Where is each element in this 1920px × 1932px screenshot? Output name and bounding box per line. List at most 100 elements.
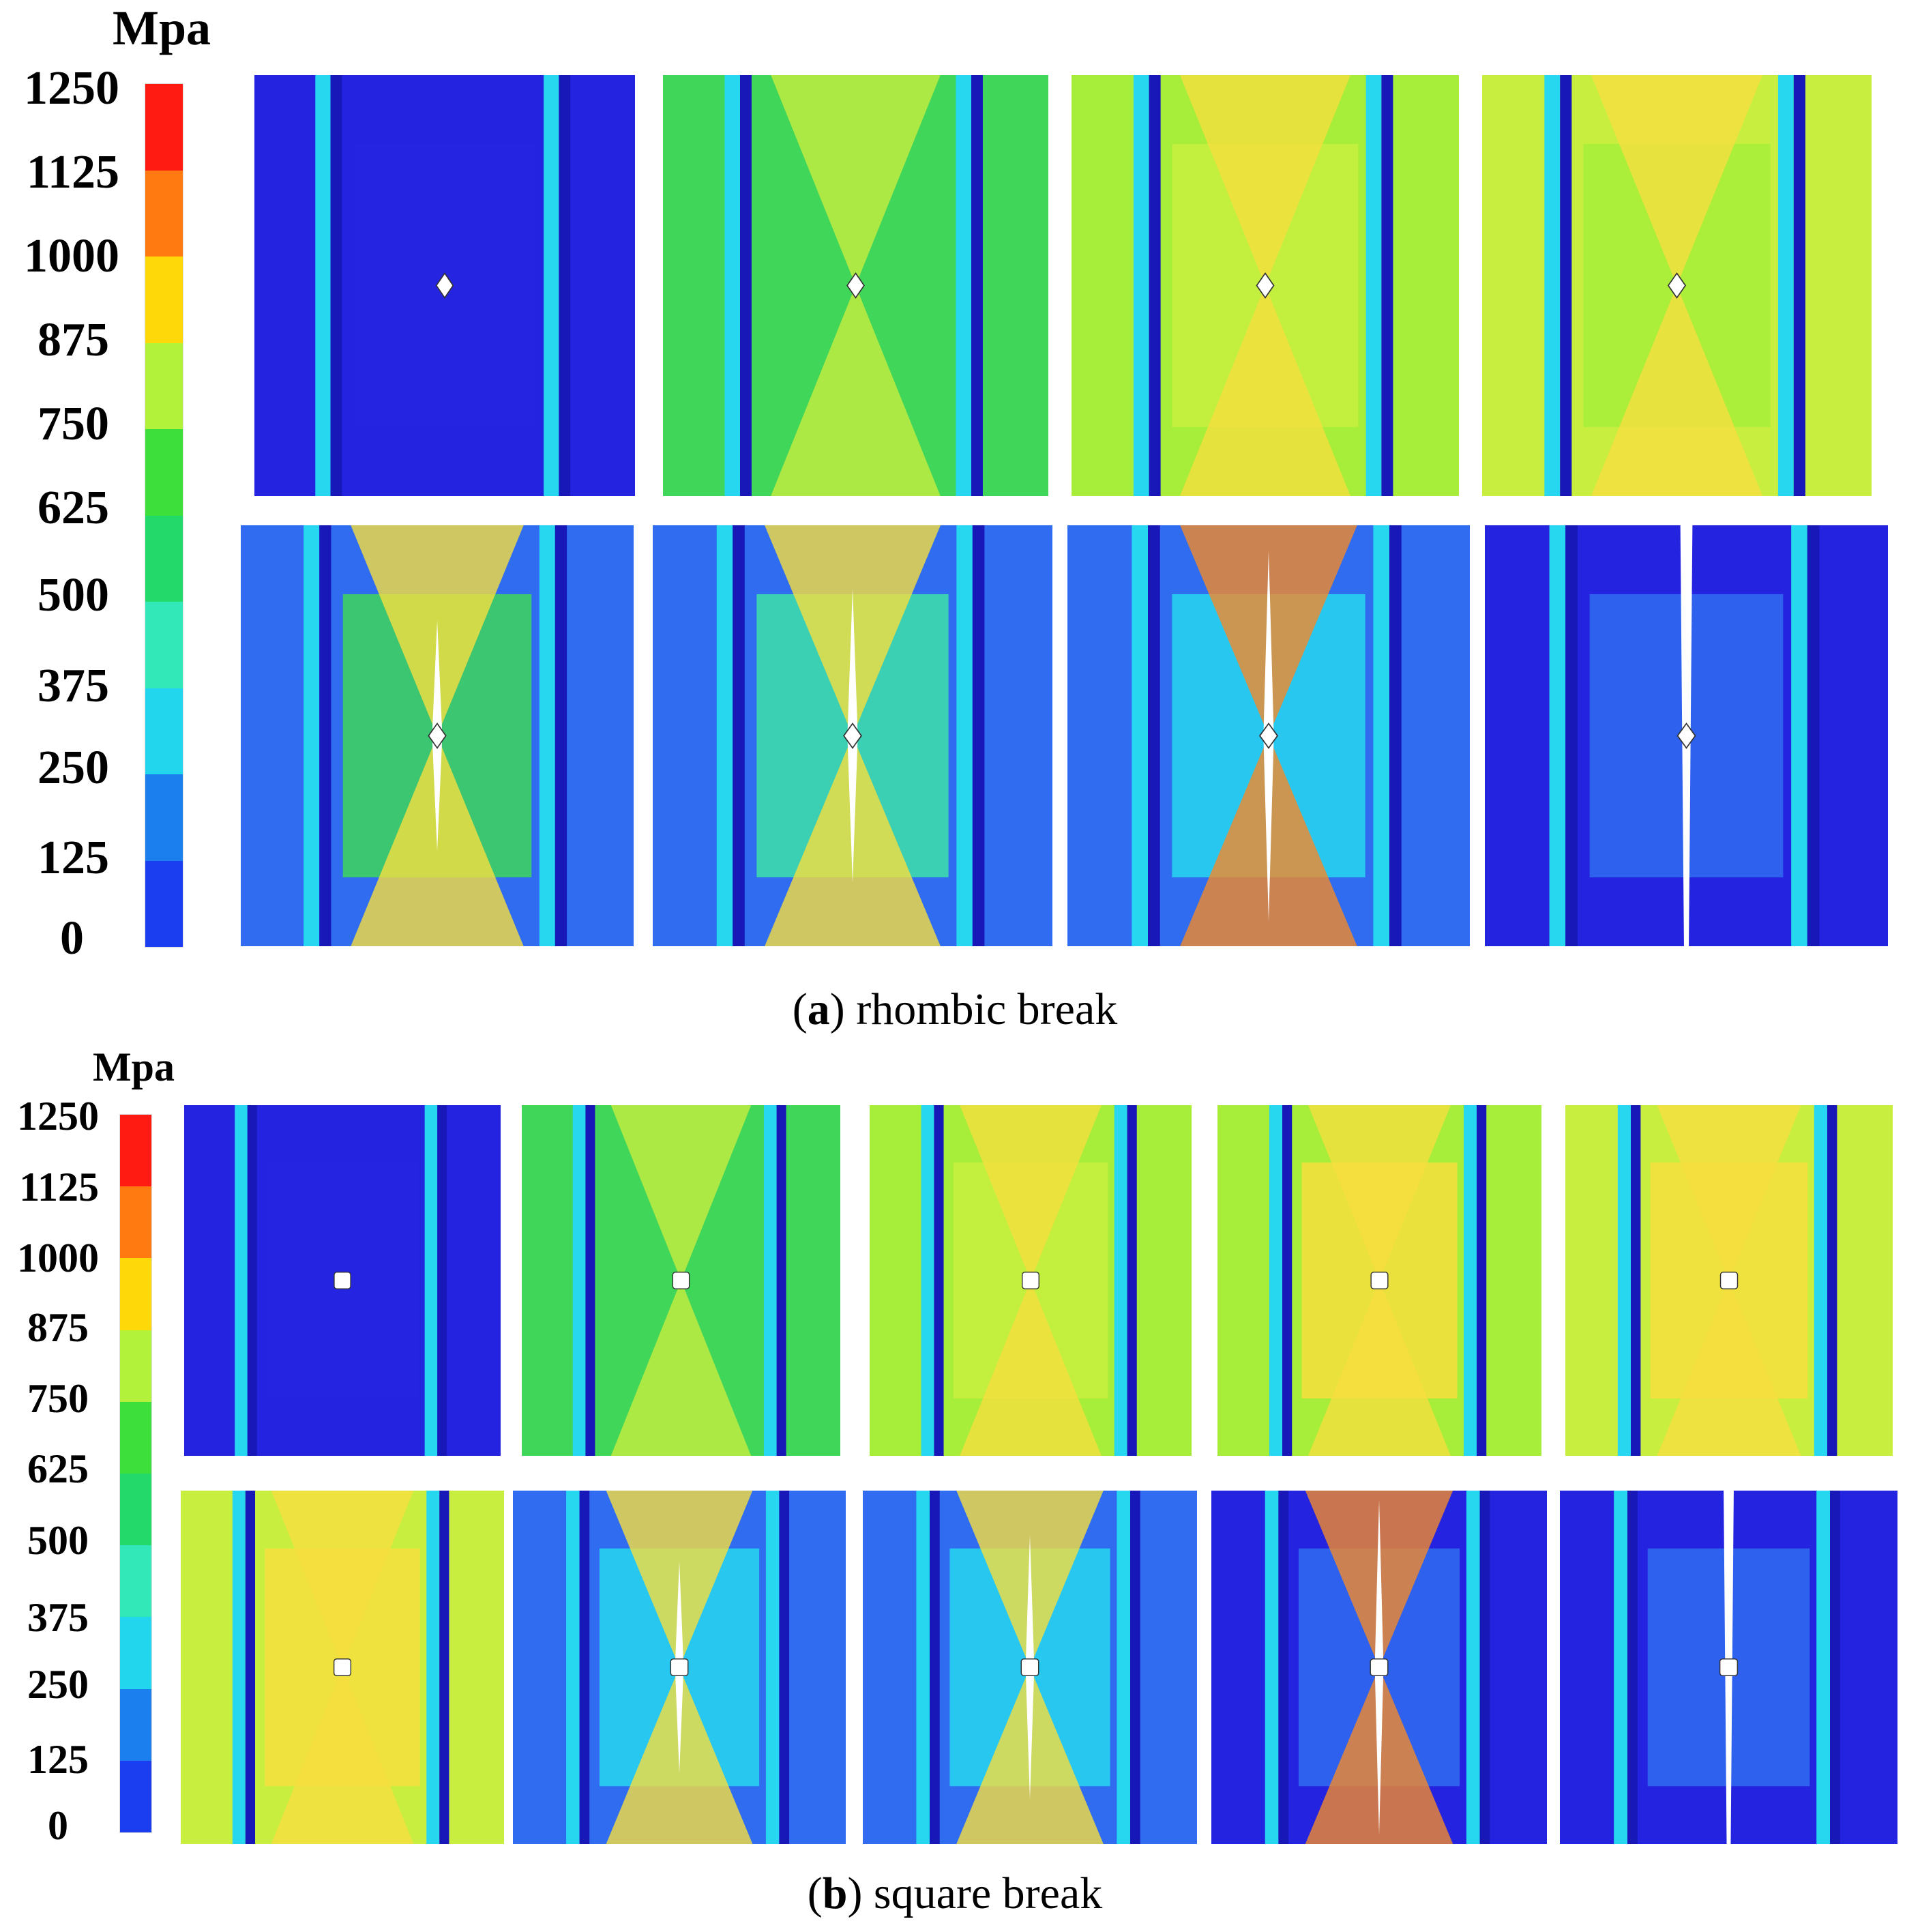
stiffener-bar [1807,525,1820,946]
legend-tick: 1000 [24,230,119,282]
stiffener-bar [1149,75,1161,496]
caption-text: square break [862,1869,1103,1918]
stress-cone-top [1180,75,1350,286]
colorbar-band [120,1545,151,1618]
legend-tick: 1250 [17,1094,99,1139]
stiffener-bar [585,1105,595,1456]
stiffener-bar [1791,525,1807,946]
legend-tick: 750 [27,1376,89,1421]
legend-tick: 375 [27,1595,89,1640]
stress-panel-a3 [1072,75,1459,496]
legend-tick: 1250 [24,62,119,115]
stiffener-bar [1269,1105,1282,1456]
stress-panel-b2 [522,1105,840,1456]
stiffener-bar [424,1105,438,1456]
legend-tick: 0 [48,1803,68,1848]
contour-plot [1067,525,1470,946]
contour-plot [1565,1105,1893,1456]
stiffener-bar [1464,1105,1477,1456]
legend-tick: 0 [60,912,84,965]
stress-cone-bottom [1180,285,1350,496]
stiffener-bar [1466,1491,1480,1844]
stiffener-bar [1373,525,1389,946]
stress-cone-bottom [960,1280,1102,1456]
square-hole [1022,1272,1039,1289]
stiffener-bar [1814,1105,1827,1456]
stiffener-bar [437,1105,447,1456]
stress-cone-bottom [771,285,941,496]
stiffener-bar [956,525,973,946]
stiffener-bar [439,1491,449,1844]
stiffener-bar [1479,1491,1490,1844]
caption-b: (b) square break [807,1869,1103,1918]
stress-cone-top [1308,1105,1451,1280]
colorbar-band [120,1330,151,1402]
caption-text: rhombic break [844,984,1118,1034]
stress-panel-a1 [254,75,635,496]
stress-cone-bottom [1657,1280,1801,1456]
colorbar-a [145,83,183,948]
stress-cone-top [1591,75,1763,286]
colorbar-band [145,342,183,429]
stiffener-bar [559,75,571,496]
square-hole [333,1658,352,1676]
legend-tick: 250 [27,1662,89,1707]
stiffener-bar [1617,1105,1631,1456]
rhombic-hole [1667,272,1687,299]
rhombic-hole [1256,272,1275,299]
contour-plot [1072,75,1459,496]
stress-panel-a4 [1482,75,1872,496]
stress-panel-b3 [870,1105,1192,1456]
stiffener-bar [1793,75,1805,496]
colorbar-band [120,1617,151,1689]
colorbar-band [145,860,183,947]
stress-panel-b6 [181,1491,504,1844]
stress-panel-a6 [653,525,1052,946]
colorbar-band [145,170,183,257]
contour-plot [863,1491,1197,1844]
stiffener-bar [566,1491,580,1844]
stress-panel-a8 [1485,525,1888,946]
contour-plot [1485,525,1888,946]
legend-tick: 375 [38,660,109,712]
stress-panel-b1 [184,1105,501,1456]
square-hole [1719,1272,1739,1289]
stiffener-bar [724,75,740,496]
stiffener-bar [776,1105,786,1456]
stiffener-bar [740,75,752,496]
stiffener-bar [1627,1491,1638,1844]
colorbar-band [145,257,183,343]
colorbar-band [120,1186,151,1259]
legend-unit-b: Mpa [93,1044,175,1089]
contour-plot [1560,1491,1897,1844]
stress-panel-b10 [1560,1491,1897,1844]
stress-cone-top [771,75,941,286]
contour-plot [1211,1491,1547,1844]
stiffener-bar [304,525,320,946]
contour-plot [663,75,1048,496]
stiffener-bar [1130,1491,1140,1844]
square-hole [334,1272,351,1289]
rhombic-hole [435,272,454,299]
legend-tick: 625 [27,1446,89,1491]
stiffener-bar [1265,1491,1279,1844]
stress-panel-a5 [241,525,634,946]
legend-tick: 500 [38,569,109,621]
legend-tick: 875 [38,314,109,366]
stiffener-bar [1827,1105,1837,1456]
stiffener-bar [916,1491,930,1844]
stiffener-bar [930,1491,940,1844]
stiffener-bar [1114,1105,1127,1456]
rhombic-hole [428,722,447,749]
stiffener-bar [921,1105,934,1456]
stiffener-bar [971,75,983,496]
legend-unit-a: Mpa [113,1,211,55]
caption-a: (a) rhombic break [792,984,1118,1034]
stress-cone-top [960,1105,1102,1280]
stress-cone-top [610,1105,752,1280]
colorbar-band [120,1474,151,1546]
legend-tick: 500 [27,1518,89,1563]
legend-tick: 1125 [26,146,119,199]
caption-letter: a [807,984,830,1034]
stiffener-bar [245,1491,256,1844]
